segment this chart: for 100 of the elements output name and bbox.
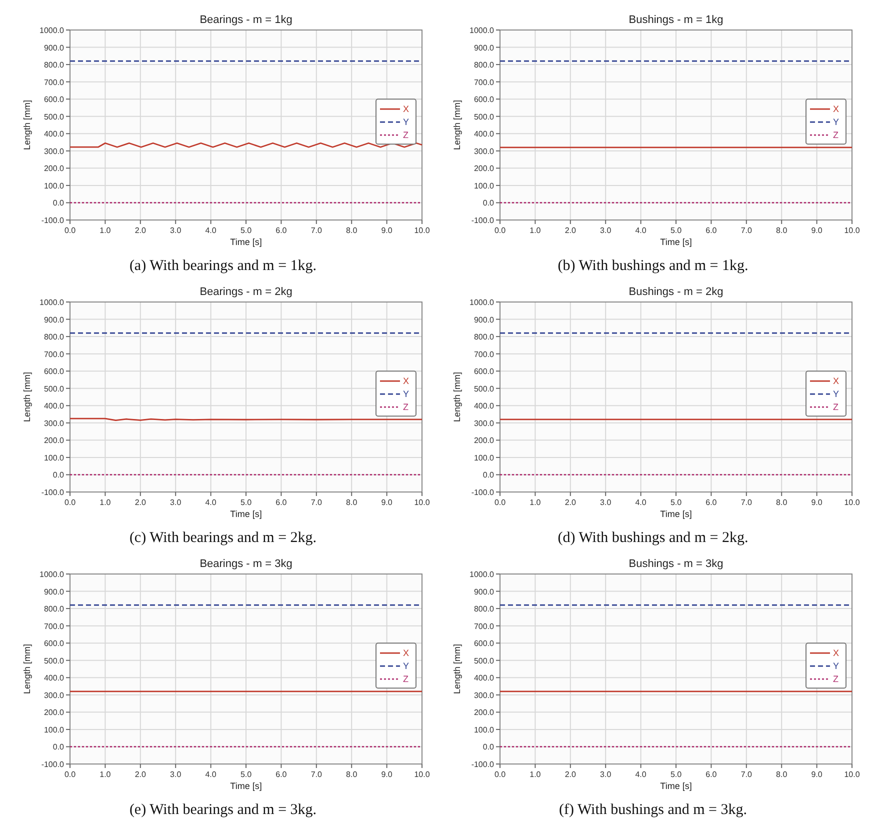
y-tick-label: 200.0 xyxy=(44,708,65,718)
y-tick-label: 500.0 xyxy=(44,656,65,666)
y-tick-label: -100.0 xyxy=(41,216,65,225)
legend-label: Z xyxy=(833,402,839,412)
x-tick-label: 0.0 xyxy=(494,226,506,235)
y-tick-label: 700.0 xyxy=(474,622,495,631)
y-axis-title: Length [mm] xyxy=(22,644,32,694)
x-tick-label: 6.0 xyxy=(706,770,718,779)
y-tick-label: 1000.0 xyxy=(470,570,495,579)
y-tick-label: 100.0 xyxy=(474,453,495,462)
x-tick-label: 5.0 xyxy=(240,770,252,779)
y-tick-label: 100.0 xyxy=(44,725,65,734)
legend-label: Z xyxy=(403,674,409,684)
y-tick-label: 300.0 xyxy=(44,690,65,700)
y-tick-label: 0.0 xyxy=(482,470,495,480)
y-tick-label: 800.0 xyxy=(474,60,495,70)
y-tick-label: 900.0 xyxy=(474,587,495,596)
chart-title: Bushings - m = 3kg xyxy=(628,558,724,570)
legend-label: Y xyxy=(403,117,410,128)
x-tick-label: 8.0 xyxy=(346,498,358,507)
chart-title: Bushings - m = 1kg xyxy=(628,14,724,26)
y-tick-label: 100.0 xyxy=(44,181,65,190)
y-tick-label: 700.0 xyxy=(474,78,495,87)
x-tick-label: 6.0 xyxy=(706,498,718,507)
x-tick-label: 3.0 xyxy=(600,226,612,235)
x-tick-label: 7.0 xyxy=(310,498,323,507)
x-tick-label: 2.0 xyxy=(134,226,147,235)
y-tick-label: 600.0 xyxy=(474,95,495,104)
x-tick-label: 3.0 xyxy=(170,226,182,235)
y-tick-label: 100.0 xyxy=(474,725,495,734)
y-tick-label: 900.0 xyxy=(474,315,495,324)
x-tick-label: 9.0 xyxy=(381,498,393,507)
x-tick-label: 1.0 xyxy=(530,226,542,235)
x-tick-label: 0.0 xyxy=(64,770,76,779)
x-tick-label: 9.0 xyxy=(381,770,393,779)
y-tick-label: 400.0 xyxy=(474,130,495,139)
x-tick-label: 5.0 xyxy=(240,498,252,507)
y-axis-title: Length [mm] xyxy=(452,100,462,150)
y-tick-label: 700.0 xyxy=(44,350,65,359)
y-axis-title: Length [mm] xyxy=(452,644,462,694)
x-tick-label: 1.0 xyxy=(100,226,112,235)
x-tick-label: 1.0 xyxy=(100,498,112,507)
legend-label: Y xyxy=(833,389,840,400)
x-axis-title: Time [s] xyxy=(660,237,692,247)
legend-label: Z xyxy=(403,402,409,412)
y-tick-label: 200.0 xyxy=(474,708,495,718)
y-tick-label: 0.0 xyxy=(482,742,495,752)
chart-title: Bearings - m = 3kg xyxy=(200,558,292,570)
x-tick-label: 9.0 xyxy=(811,226,823,235)
legend-label: X xyxy=(403,648,410,658)
y-tick-label: 100.0 xyxy=(44,453,65,462)
y-tick-label: 500.0 xyxy=(44,384,65,394)
y-tick-label: 800.0 xyxy=(474,604,495,614)
x-tick-label: 8.0 xyxy=(776,770,788,779)
y-tick-label: 800.0 xyxy=(44,332,65,342)
y-tick-label: 600.0 xyxy=(44,95,65,104)
x-tick-label: 8.0 xyxy=(776,498,788,507)
x-tick-label: 5.0 xyxy=(240,226,252,235)
x-tick-label: 7.0 xyxy=(740,770,753,779)
x-tick-label: 10.0 xyxy=(844,770,860,779)
legend-label: Y xyxy=(403,389,410,400)
y-tick-label: -100.0 xyxy=(41,488,65,497)
x-tick-label: 7.0 xyxy=(310,226,323,235)
legend-label: X xyxy=(833,376,840,386)
y-tick-label: 800.0 xyxy=(44,604,65,614)
x-tick-label: 3.0 xyxy=(600,770,612,779)
x-axis-title: Time [s] xyxy=(230,237,262,247)
y-tick-label: 900.0 xyxy=(474,43,495,52)
y-tick-label: -100.0 xyxy=(471,760,495,769)
x-tick-label: 0.0 xyxy=(64,498,76,507)
y-tick-label: 700.0 xyxy=(44,622,65,631)
x-tick-label: 4.0 xyxy=(635,226,647,235)
x-tick-label: 8.0 xyxy=(776,226,788,235)
y-tick-label: 600.0 xyxy=(44,367,65,376)
x-tick-label: 7.0 xyxy=(740,498,753,507)
y-tick-label: 500.0 xyxy=(474,656,495,666)
legend-label: Y xyxy=(833,661,840,672)
y-tick-label: 400.0 xyxy=(474,402,495,411)
x-tick-label: 5.0 xyxy=(670,770,682,779)
y-tick-label: 200.0 xyxy=(44,436,65,446)
y-tick-label: 200.0 xyxy=(474,436,495,446)
y-tick-label: -100.0 xyxy=(471,488,495,497)
y-axis-title: Length [mm] xyxy=(452,372,462,422)
chart-title: Bearings - m = 1kg xyxy=(200,14,292,26)
x-tick-label: 3.0 xyxy=(170,770,182,779)
y-tick-label: 400.0 xyxy=(44,130,65,139)
chart-title: Bushings - m = 2kg xyxy=(628,286,724,298)
x-tick-label: 1.0 xyxy=(530,770,542,779)
x-tick-label: 2.0 xyxy=(564,226,577,235)
x-tick-label: 4.0 xyxy=(205,770,217,779)
y-tick-label: 300.0 xyxy=(474,146,495,156)
y-tick-label: 600.0 xyxy=(474,367,495,376)
x-tick-label: 6.0 xyxy=(276,498,288,507)
x-tick-label: 0.0 xyxy=(494,498,506,507)
x-tick-label: 10.0 xyxy=(844,498,860,507)
chart-title: Bearings - m = 2kg xyxy=(200,286,292,298)
x-tick-label: 5.0 xyxy=(670,226,682,235)
y-tick-label: 0.0 xyxy=(52,470,65,480)
y-tick-label: 1000.0 xyxy=(470,26,495,35)
y-tick-label: 600.0 xyxy=(474,639,495,648)
